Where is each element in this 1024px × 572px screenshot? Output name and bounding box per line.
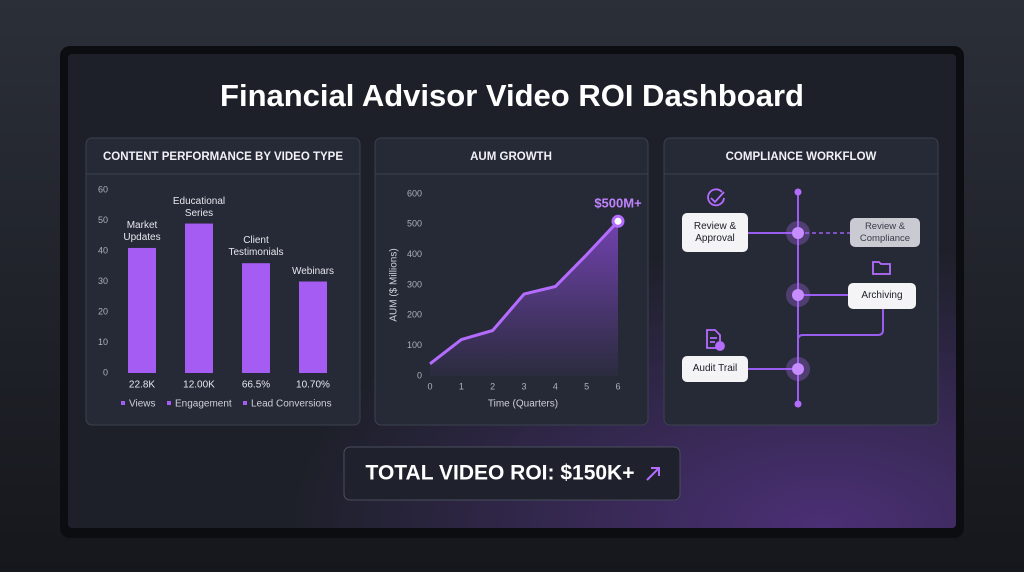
folder-icon (872, 261, 891, 275)
x-tick-label: 6 (615, 381, 620, 391)
y-tick-label: 200 (407, 310, 422, 320)
y-tick-label: 50 (98, 215, 108, 225)
node-dot (792, 227, 804, 239)
y-tick-label: 600 (407, 188, 422, 198)
panel-title: COMPLIANCE WORKFLOW (726, 151, 877, 163)
bar (242, 263, 270, 373)
category-label: Webinars (291, 265, 335, 277)
y-tick-label: 400 (407, 249, 422, 259)
bar-note: 22.8K (129, 380, 155, 391)
node-dot (792, 289, 804, 301)
area (430, 221, 618, 376)
roi-text: TOTAL VIDEO ROI: $150K+ (366, 462, 635, 485)
y-tick-label: 60 (98, 184, 108, 194)
bar (128, 247, 156, 373)
workflow-node: Audit Trail (682, 356, 748, 382)
page-title: Financial Advisor Video ROI Dashboard (220, 78, 804, 113)
x-tick-label: 2 (490, 381, 495, 391)
endpoint (794, 188, 802, 196)
panel-title: CONTENT PERFORMANCE BY VIDEO TYPE (103, 151, 343, 163)
bar-note: 12.00K (183, 380, 215, 391)
y-tick-label: 300 (407, 279, 422, 289)
end-marker (611, 214, 625, 228)
x-tick-label: 3 (521, 381, 526, 391)
doc-icon (715, 341, 725, 351)
arrow-icon (646, 467, 660, 481)
line (429, 220, 620, 366)
legend-swatch (121, 401, 125, 405)
legend-label: Engagement (175, 399, 232, 410)
x-tick-label: 0 (427, 381, 432, 391)
category-label: Market Updates (123, 219, 161, 243)
x-axis-label: Time (Quarters) (488, 399, 558, 410)
bar-note: 66.5% (242, 380, 270, 391)
x-tick-label: 4 (553, 381, 558, 391)
check-icon (710, 191, 725, 204)
x-tick-label: 5 (584, 381, 589, 391)
connector (797, 309, 884, 341)
legend-swatch (243, 401, 247, 405)
y-tick-label: 20 (98, 306, 108, 316)
workflow-node: Review & Compliance (850, 218, 920, 247)
y-tick-label: 100 (407, 340, 422, 350)
workflow-node: Archiving (848, 283, 916, 309)
y-tick-label: 30 (98, 276, 108, 286)
bar (299, 281, 327, 373)
bar-note: 10.70% (296, 380, 330, 391)
bar (185, 223, 213, 373)
y-axis-label: AUM ($ Millions) (389, 248, 400, 321)
x-tick-label: 1 (459, 381, 464, 391)
endpoint (794, 400, 802, 408)
roi-box (343, 446, 681, 501)
icons (706, 188, 891, 351)
check-icon (707, 188, 725, 207)
legend-label: Views (129, 399, 156, 410)
panel (663, 137, 939, 426)
panel-title: AUM GROWTH (470, 151, 552, 163)
y-tick-label: 40 (98, 245, 108, 255)
y-tick-label: 0 (103, 367, 108, 377)
node-dot (792, 363, 804, 375)
y-tick-label: 0 (417, 370, 422, 380)
category-label: Client Testimonials (228, 235, 284, 259)
annotation: $500M+ (594, 195, 642, 210)
category-label: Educational Series (172, 195, 226, 219)
legend-swatch (167, 401, 171, 405)
y-tick-label: 500 (407, 219, 422, 229)
legend-label: Lead Conversions (251, 399, 332, 410)
workflow-node: Review & Approval (682, 213, 748, 252)
y-tick-label: 10 (98, 337, 108, 347)
